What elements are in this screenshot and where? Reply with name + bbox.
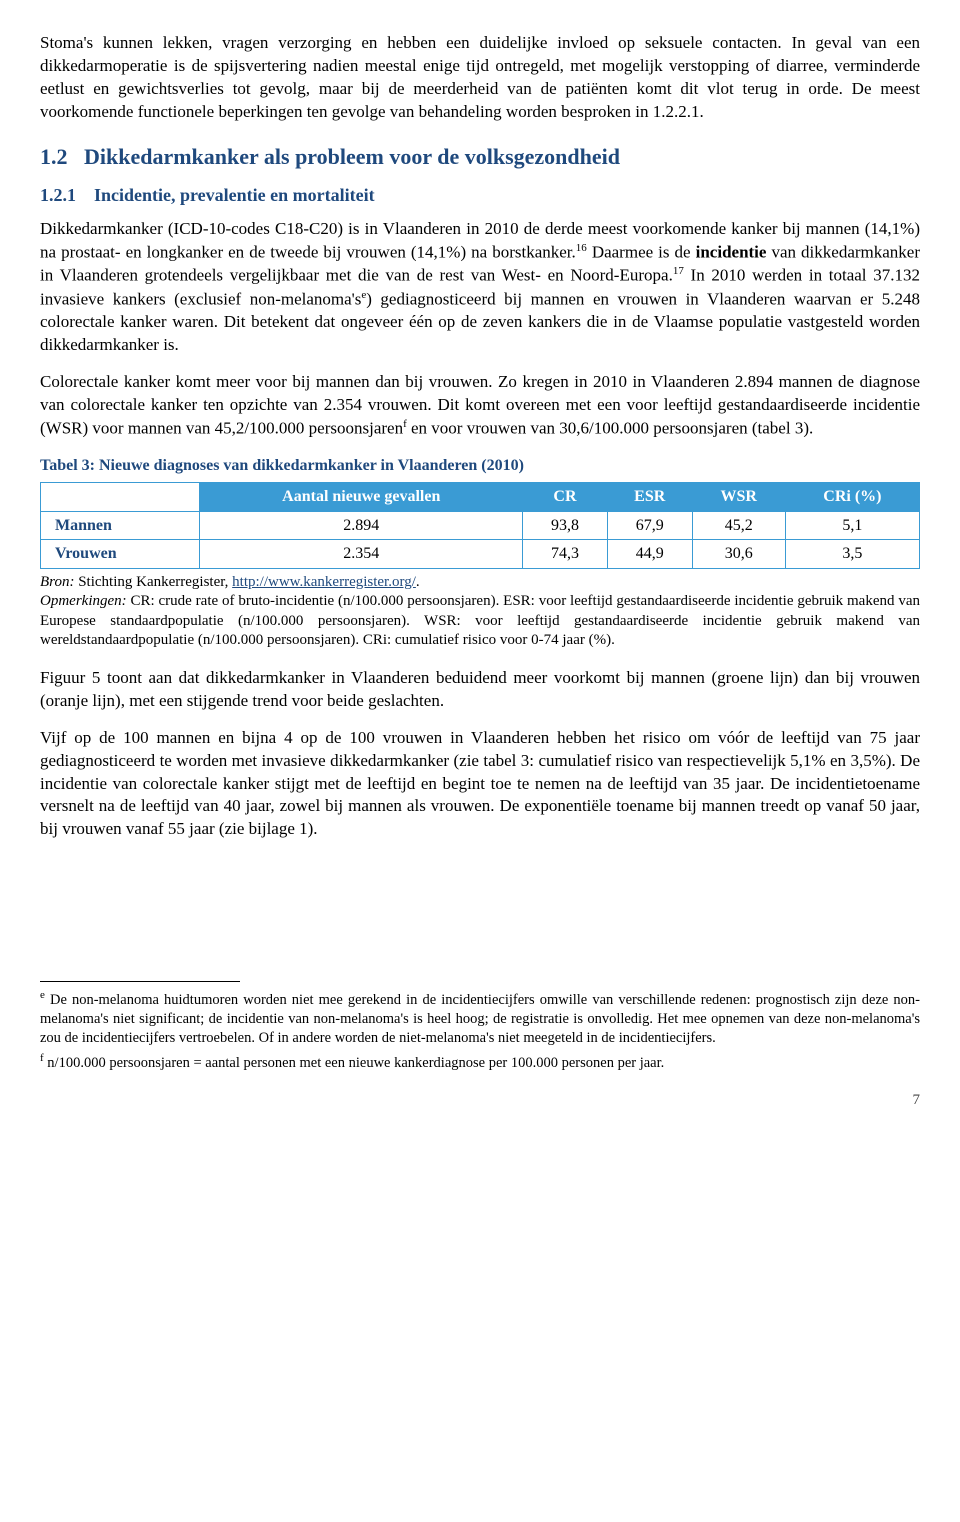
paragraph-intro: Stoma's kunnen lekken, vragen verzorging…	[40, 32, 920, 124]
footnotes: e De non-melanoma huidtumoren worden nie…	[40, 988, 920, 1072]
heading-1-2: 1.2Dikkedarmkanker als probleem voor de …	[40, 142, 920, 172]
cell: 3,5	[785, 540, 919, 569]
cell: 93,8	[523, 511, 608, 540]
table-header-row: Aantal nieuwe gevallen CR ESR WSR CRi (%…	[41, 483, 920, 511]
table-row: Vrouwen 2.354 74,3 44,9 30,6 3,5	[41, 540, 920, 569]
paragraph-fig5: Figuur 5 toont aan dat dikkedarmkanker i…	[40, 667, 920, 713]
footnote-separator	[40, 981, 240, 982]
table-diagnoses: Aantal nieuwe gevallen CR ESR WSR CRi (%…	[40, 482, 920, 568]
th-esr: ESR	[607, 483, 692, 511]
bold-incidentie: incidentie	[696, 242, 767, 261]
heading-1-2-1-num: 1.2.1	[40, 183, 94, 207]
heading-1-2-text: Dikkedarmkanker als probleem voor de vol…	[84, 144, 620, 169]
th-cr: CR	[523, 483, 608, 511]
paragraph-risk: Vijf op de 100 mannen en bijna 4 op de 1…	[40, 727, 920, 842]
th-aantal: Aantal nieuwe gevallen	[200, 483, 523, 511]
source-text: Stichting Kankerregister,	[74, 574, 232, 590]
ref-17: 17	[673, 265, 684, 277]
source-link[interactable]: http://www.kankerregister.org/	[232, 574, 416, 590]
remarks-text: CR: crude rate of bruto-incidentie (n/10…	[40, 593, 920, 648]
remarks-label: Opmerkingen:	[40, 593, 127, 609]
cell: 45,2	[692, 511, 785, 540]
cell: 44,9	[607, 540, 692, 569]
page-number: 7	[40, 1090, 920, 1110]
heading-1-2-1-text: Incidentie, prevalentie en mortaliteit	[94, 185, 375, 205]
table-row: Mannen 2.894 93,8 67,9 45,2 5,1	[41, 511, 920, 540]
cell: 67,9	[607, 511, 692, 540]
cell: 74,3	[523, 540, 608, 569]
table-caption: Tabel 3: Nieuwe diagnoses van dikkedarmk…	[40, 455, 920, 477]
cell: 2.894	[200, 511, 523, 540]
table-corner	[41, 483, 200, 511]
th-wsr: WSR	[692, 483, 785, 511]
row-label-mannen: Mannen	[41, 511, 200, 540]
th-cri: CRi (%)	[785, 483, 919, 511]
heading-1-2-1: 1.2.1Incidentie, prevalentie en mortalit…	[40, 183, 920, 207]
table-notes: Bron: Stichting Kankerregister, http://w…	[40, 573, 920, 651]
paragraph-mv: Colorectale kanker komt meer voor bij ma…	[40, 371, 920, 440]
cell: 5,1	[785, 511, 919, 540]
cell: 2.354	[200, 540, 523, 569]
heading-1-2-num: 1.2	[40, 142, 84, 172]
footnote-e: e De non-melanoma huidtumoren worden nie…	[40, 988, 920, 1047]
source-label: Bron:	[40, 574, 74, 590]
footnote-f: f n/100.000 persoonsjaren = aantal perso…	[40, 1051, 920, 1073]
row-label-vrouwen: Vrouwen	[41, 540, 200, 569]
ref-16: 16	[576, 242, 587, 254]
paragraph-incidentie: Dikkedarmkanker (ICD-10-codes C18-C20) i…	[40, 218, 920, 358]
cell: 30,6	[692, 540, 785, 569]
